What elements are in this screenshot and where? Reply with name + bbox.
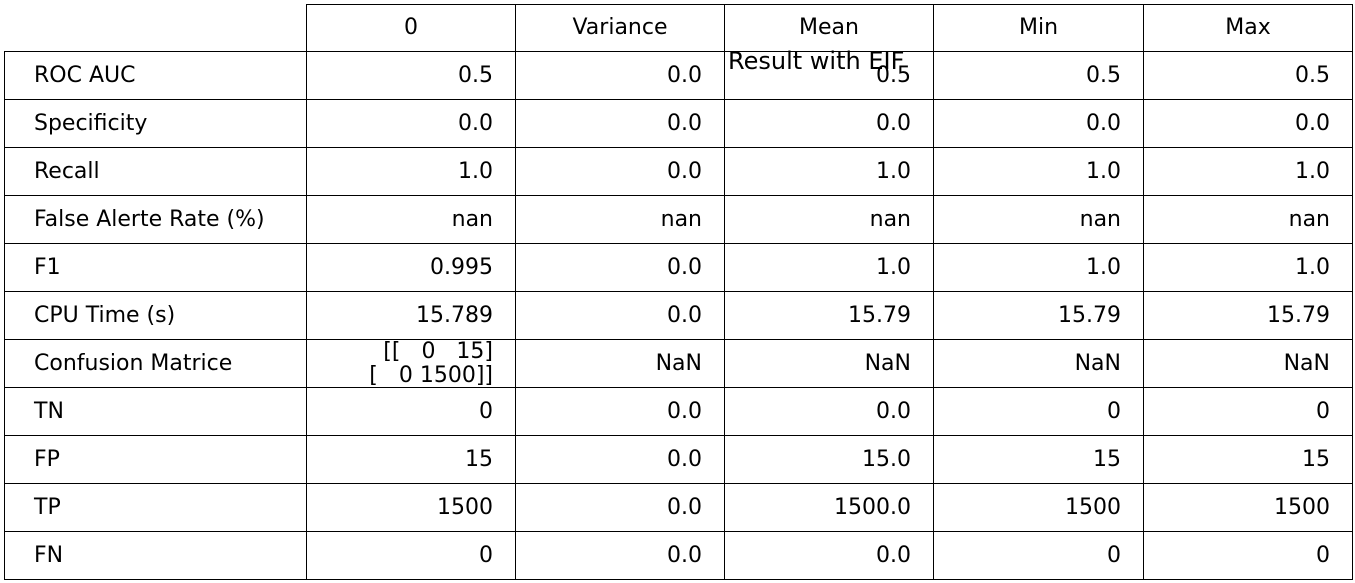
table-cell: 1500 (933, 483, 1144, 532)
table-cell: 15 (1143, 435, 1353, 484)
row-label: TP (4, 483, 307, 532)
table-cell: 0.0 (1143, 99, 1353, 148)
table-cell: nan (1143, 195, 1353, 244)
table-cell: 0 (306, 387, 516, 436)
table-cell: 0.0 (515, 435, 725, 484)
table-cell: NaN (724, 339, 934, 388)
chart-title: Result with EIF (728, 47, 905, 75)
table-cell: 0.0 (933, 99, 1144, 148)
column-header: Mean (724, 4, 934, 52)
table-cell: 0.5 (1143, 51, 1353, 100)
table-cell: 15 (306, 435, 516, 484)
row-label: Confusion Matrice (4, 339, 307, 388)
table-cell: 0.995 (306, 243, 516, 292)
table-cell: 1.0 (933, 243, 1144, 292)
table-cell: 1.0 (1143, 243, 1353, 292)
row-label: CPU Time (s) (4, 291, 307, 340)
table-cell: 15.79 (933, 291, 1144, 340)
table-cell: 0.0 (515, 387, 725, 436)
table-cell: 0.0 (515, 291, 725, 340)
column-header: Variance (515, 4, 725, 52)
table-cell: 1.0 (933, 147, 1144, 196)
table-cell: 0.0 (724, 531, 934, 580)
table-cell: 0.0 (515, 99, 725, 148)
table-cell: 15.789 (306, 291, 516, 340)
table-cell: nan (515, 195, 725, 244)
column-header: 0 (306, 4, 516, 52)
table-cell: 0.0 (515, 243, 725, 292)
table-cell: 0.0 (515, 147, 725, 196)
table-cell: 0 (1143, 531, 1353, 580)
row-label: F1 (4, 243, 307, 292)
table-cell: 0.5 (933, 51, 1144, 100)
row-label: ROC AUC (4, 51, 307, 100)
table-cell: NaN (515, 339, 725, 388)
table-cell: 1500 (1143, 483, 1353, 532)
table-cell: 0.0 (724, 99, 934, 148)
table-cell: 0.0 (515, 483, 725, 532)
table-cell: nan (306, 195, 516, 244)
table-cell: 0 (933, 387, 1144, 436)
table-cell: 1.0 (306, 147, 516, 196)
table-cell: 0 (306, 531, 516, 580)
table-cell: nan (933, 195, 1144, 244)
table-cell: 15.79 (724, 291, 934, 340)
row-label: FN (4, 531, 307, 580)
column-header: Max (1143, 4, 1353, 52)
table-cell: 1.0 (1143, 147, 1353, 196)
row-label: FP (4, 435, 307, 484)
table-cell: [[ 0 15] [ 0 1500]] (306, 339, 516, 388)
table-cell: 1500.0 (724, 483, 934, 532)
table-cell: 1.0 (724, 147, 934, 196)
table-cell: 0.5 (306, 51, 516, 100)
table-cell: 15 (933, 435, 1144, 484)
table-cell: 0.0 (306, 99, 516, 148)
table-cell: 0.0 (724, 387, 934, 436)
table-cell: 1.0 (724, 243, 934, 292)
table-cell: 15.79 (1143, 291, 1353, 340)
column-header: Min (933, 4, 1144, 52)
row-label: False Alerte Rate (%) (4, 195, 307, 244)
table-cell: NaN (933, 339, 1144, 388)
table-cell: 0 (933, 531, 1144, 580)
table-cell: 15.0 (724, 435, 934, 484)
table-cell: nan (724, 195, 934, 244)
table-cell: NaN (1143, 339, 1353, 388)
row-label: Specificity (4, 99, 307, 148)
table-cell: 0 (1143, 387, 1353, 436)
table-cell: 0.0 (515, 531, 725, 580)
row-label: Recall (4, 147, 307, 196)
row-label: TN (4, 387, 307, 436)
table-cell: 0.0 (515, 51, 725, 100)
table-cell: 1500 (306, 483, 516, 532)
